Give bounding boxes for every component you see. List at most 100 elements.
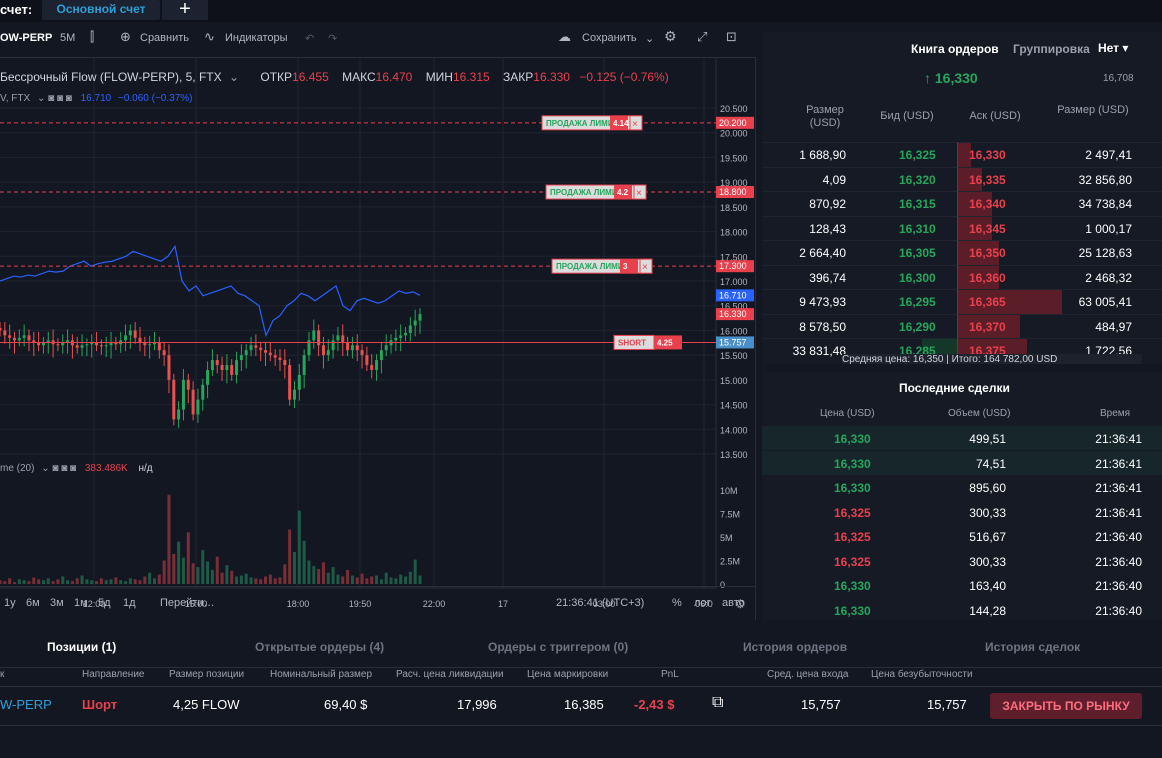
orderbook-row[interactable]: 9 473,93 16,295 16,365 63 005,41 [762, 289, 1162, 314]
volume-bar [355, 577, 359, 584]
candle-body [201, 384, 205, 400]
col-size: Размер позиции [169, 669, 245, 680]
candle-style-icon[interactable]: ⫿ [90, 29, 95, 44]
clock-time[interactable]: 21:36:41 (UTC+3) [556, 597, 645, 609]
trade-size: 74,51 [975, 456, 1006, 471]
undo-icon[interactable]: ↶ [305, 33, 315, 45]
add-account-button[interactable]: + [162, 0, 208, 20]
compare-plus-icon[interactable]: ⊕ [120, 29, 131, 44]
indicators-icon[interactable]: ∿ [204, 29, 215, 44]
candle-body [215, 360, 219, 366]
grouping-select[interactable]: Нет ▾ [1098, 41, 1128, 55]
order-qty-box [620, 259, 638, 274]
range-3m[interactable]: 3м [50, 597, 64, 609]
range-6m[interactable]: 6м [26, 597, 40, 609]
screenshot-camera-icon[interactable]: ⊡ [726, 29, 737, 44]
settings-gear-icon[interactable]: ⚙ [664, 28, 677, 44]
indicators-button[interactable]: Индикаторы [225, 32, 288, 44]
price-tag: 18.800 [719, 187, 747, 197]
order-qty: 3 [623, 262, 628, 271]
redo-icon[interactable]: ↷ [328, 33, 338, 45]
price-tick: 18.000 [720, 228, 748, 238]
candle-body [418, 314, 422, 321]
tab-order-history[interactable]: История ордеров [743, 640, 848, 654]
candle-body [186, 379, 190, 390]
tab-open-orders[interactable]: Открытые ордеры (4) [255, 640, 385, 654]
volume-bar [321, 562, 325, 584]
chart-symbol-name: Бессрочный Flow (FLOW-PERP), 5, FTX [0, 70, 222, 84]
main-account-tab[interactable]: Основной счет [42, 0, 160, 20]
volume-tick: 10M [720, 486, 738, 496]
goto-button[interactable]: Перейти… [160, 597, 215, 609]
range-5d[interactable]: 5д [98, 597, 111, 609]
candle-body [288, 365, 292, 400]
trade-size: 516,67 [969, 530, 1006, 544]
candle-body [162, 350, 166, 356]
price-axis: 20.500 20.000 19.500 19.000 18.500 18.000 17.5… [720, 104, 748, 460]
candle-body [210, 360, 214, 370]
time-tick: 22:00 [423, 599, 446, 609]
volume-bar [191, 563, 195, 584]
price-tag: 20.200 [719, 118, 747, 128]
recent-trades: Последние сделки Цена (USD) Объем (USD) … [762, 372, 1162, 620]
orderbook-row[interactable]: 8 578,50 16,290 16,370 484,97 [762, 313, 1162, 339]
range-1m[interactable]: 1м [74, 597, 88, 609]
tab-trade-history[interactable]: История сделок [985, 640, 1081, 654]
trade-time: 21:36:40 [1095, 603, 1142, 618]
volume-bar [3, 581, 7, 584]
ask-size: 484,97 [1095, 319, 1132, 334]
order-label: ПРОДАЖА ЛИМИТ [556, 262, 629, 271]
symbol-button[interactable]: OW-PERP [0, 32, 53, 44]
trade-size: 144,28 [969, 603, 1006, 618]
candle-body [148, 344, 152, 346]
order-cancel-box [633, 184, 647, 200]
auto-toggle[interactable]: авто [722, 597, 745, 609]
orderbook-row[interactable]: 128,43 16,310 16,345 1 000,17 [762, 215, 1162, 241]
time-tick: 03:00 [593, 599, 616, 609]
trade-size: 300,33 [969, 554, 1006, 569]
bid-size: 128,43 [809, 221, 846, 236]
order-book: Книга ордеров Группировка Нет ▾ ↑ 16,330… [762, 32, 1162, 364]
candle-body [124, 335, 128, 341]
candle-body [264, 350, 268, 353]
orderbook-row[interactable]: 4,09 16,320 16,335 32 856,80 [762, 166, 1162, 192]
interval-button[interactable]: 5M [60, 32, 76, 44]
col-mark-price: Цена маркировки [527, 669, 609, 680]
chart-grid [0, 58, 717, 589]
close-label: ЗАКР [503, 70, 533, 84]
volume-tick: 2.5M [720, 557, 740, 567]
compare-series-name: V, FTX [0, 93, 31, 104]
save-button[interactable]: Сохранить [582, 32, 637, 44]
position-mark: 16,385 [564, 697, 604, 712]
high-label: МАКС [342, 70, 376, 84]
volume-bar [66, 580, 70, 584]
volume-bar [70, 581, 74, 584]
log-toggle[interactable]: лог [694, 597, 711, 609]
compare-button[interactable]: Сравнить [140, 32, 190, 44]
share-external-icon[interactable]: ⧉ [712, 694, 724, 711]
positions-panel: Позиции (1) Открытые ордеры (4) Ордеры с… [0, 628, 1162, 758]
volume-bar [370, 576, 374, 584]
position-market[interactable]: W-PERP [0, 697, 52, 712]
tab-positions[interactable]: Позиции (1) [47, 640, 117, 654]
fullscreen-icon[interactable]: ⤢ [697, 29, 708, 44]
orderbook-row[interactable]: 2 664,40 16,305 16,350 25 128,63 [762, 240, 1162, 265]
candle-body [283, 360, 287, 366]
col-liquidation: Расч. цена ликвидации [396, 669, 504, 680]
tab-trigger-orders[interactable]: Ордеры с триггером (0) [488, 640, 629, 654]
volume-bar [264, 576, 268, 584]
save-chevron-icon[interactable]: ⌄ [645, 33, 655, 45]
range-1d[interactable]: 1д [123, 597, 136, 609]
candle-body [90, 342, 94, 345]
svg-text:Бессрочный Flow (FLOW-PERP), 5: Бессрочный Flow (FLOW-PERP), 5, FTX ⌄ ОТ… [0, 70, 669, 84]
cloud-save-icon[interactable]: ☁ [558, 29, 571, 44]
orderbook-row[interactable]: 396,74 16,300 16,360 2 468,32 [762, 264, 1162, 290]
orderbook-row[interactable]: 1 688,90 16,325 16,330 2 497,41 [762, 142, 1162, 167]
percent-toggle[interactable]: % [672, 597, 682, 609]
orderbook-row[interactable]: 870,92 16,315 16,340 34 738,84 [762, 191, 1162, 216]
range-1y[interactable]: 1y [4, 597, 16, 609]
ask-size: 2 497,41 [1085, 148, 1132, 162]
close-market-button[interactable]: ЗАКРЫТЬ ПО РЫНКУ [990, 693, 1142, 719]
order-cancel-box [639, 258, 653, 274]
